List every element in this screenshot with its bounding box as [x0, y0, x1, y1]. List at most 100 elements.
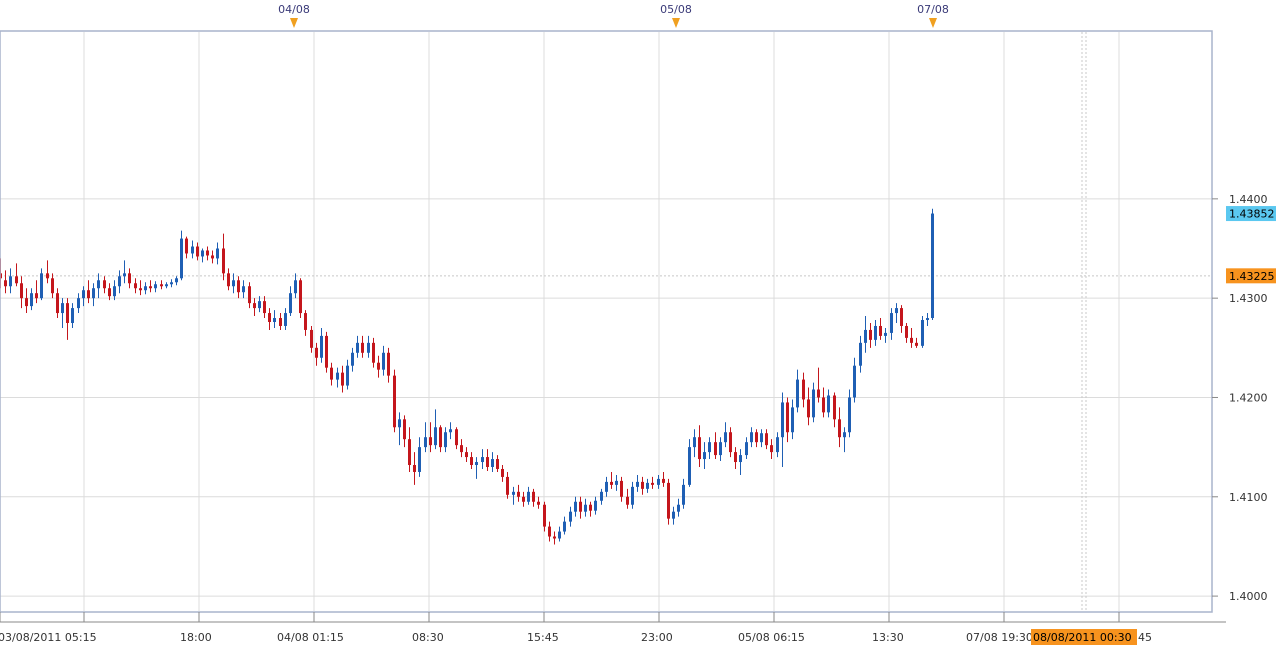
candle-body — [341, 372, 344, 386]
candle-body — [108, 288, 111, 297]
candle — [729, 427, 732, 458]
candle-body — [682, 484, 685, 505]
candle — [688, 439, 691, 487]
candle — [227, 268, 230, 291]
y-tick-label: 1.4200 — [1229, 391, 1268, 404]
candle-body — [915, 342, 918, 346]
candle — [931, 208, 934, 321]
candle — [118, 270, 121, 294]
candle-body — [631, 486, 634, 505]
candle-body — [71, 308, 74, 323]
candle — [139, 280, 142, 296]
candle-body — [506, 476, 509, 495]
candle-body — [0, 273, 2, 279]
candle — [594, 496, 597, 515]
reference-price-tag-bg — [1226, 268, 1276, 284]
candle-body — [527, 491, 530, 502]
candle — [475, 457, 478, 479]
candle-body — [745, 442, 748, 456]
candle-body — [636, 481, 639, 487]
candle — [879, 318, 882, 340]
candle — [915, 337, 918, 348]
candle — [506, 471, 509, 499]
candle — [51, 273, 54, 299]
date-marker-triangle — [929, 18, 937, 28]
candle — [667, 478, 670, 525]
candle — [180, 230, 183, 281]
candle-body — [615, 480, 618, 485]
candle-body — [859, 342, 862, 366]
y-tick-label: 1.4300 — [1229, 292, 1268, 305]
candle — [128, 268, 131, 289]
candle — [812, 382, 815, 423]
candle — [719, 437, 722, 462]
candle-body — [864, 329, 867, 343]
x-axis: 03/08/2011 05:15 18:00 04/08 01:15 08:30 15:… — [0, 612, 1226, 644]
candle-body — [413, 465, 416, 472]
candle-body — [449, 429, 452, 433]
candle-body — [211, 255, 214, 259]
candle-body — [242, 286, 245, 293]
candle-body — [165, 284, 168, 287]
candle — [103, 276, 106, 294]
candle-body — [677, 504, 680, 512]
candle-body — [170, 282, 173, 285]
candle — [884, 327, 887, 343]
candle — [677, 498, 680, 517]
cursor-time-tag: 08/08/2011 00:30 — [1031, 629, 1137, 645]
candle — [910, 327, 913, 348]
candle-body — [123, 273, 126, 277]
candle-body — [185, 238, 188, 254]
candle — [486, 449, 489, 471]
y-axis: 1.4000 1.4100 1.4200 1.4300 1.4400 — [1212, 193, 1268, 603]
candle — [113, 280, 116, 301]
candle — [626, 488, 629, 509]
candle — [56, 288, 59, 319]
candle-body — [154, 284, 157, 289]
candle-body — [501, 468, 504, 477]
x-tick-label: 45 — [1138, 631, 1152, 644]
candle — [641, 476, 644, 495]
candle — [413, 452, 416, 485]
candle-body — [268, 313, 271, 322]
candle-body — [377, 362, 380, 370]
last-price-tag-bg — [1226, 206, 1276, 222]
candle — [848, 389, 851, 438]
candle — [558, 526, 561, 542]
candle — [651, 476, 654, 489]
candle — [253, 298, 256, 317]
candle-body — [46, 273, 49, 279]
candle — [786, 397, 789, 443]
candle — [470, 452, 473, 469]
date-marker-triangle — [672, 18, 680, 28]
candle — [284, 308, 287, 330]
candle — [444, 427, 447, 453]
candle — [765, 429, 768, 450]
candle — [263, 296, 266, 319]
candle — [646, 478, 649, 493]
candle — [424, 422, 427, 453]
x-tick-label: 08:30 — [412, 631, 444, 644]
candle-body — [833, 395, 836, 420]
candle-body — [387, 352, 390, 376]
candle — [304, 310, 307, 336]
candle-body — [279, 318, 282, 326]
candle-body — [522, 496, 525, 502]
candle-body — [869, 329, 872, 340]
candle — [160, 280, 163, 290]
candle — [398, 412, 401, 446]
candle — [211, 250, 214, 264]
candle — [71, 303, 74, 328]
candle — [35, 280, 38, 304]
candle-body — [20, 283, 23, 299]
candle — [532, 488, 535, 507]
candle — [206, 246, 209, 261]
candle-series — [0, 208, 934, 545]
candle-body — [651, 482, 654, 485]
candle — [268, 308, 271, 330]
candle-body — [776, 437, 779, 453]
candle — [739, 449, 742, 475]
candle-body — [553, 536, 556, 539]
candle — [439, 425, 442, 453]
candle-body — [848, 397, 851, 433]
